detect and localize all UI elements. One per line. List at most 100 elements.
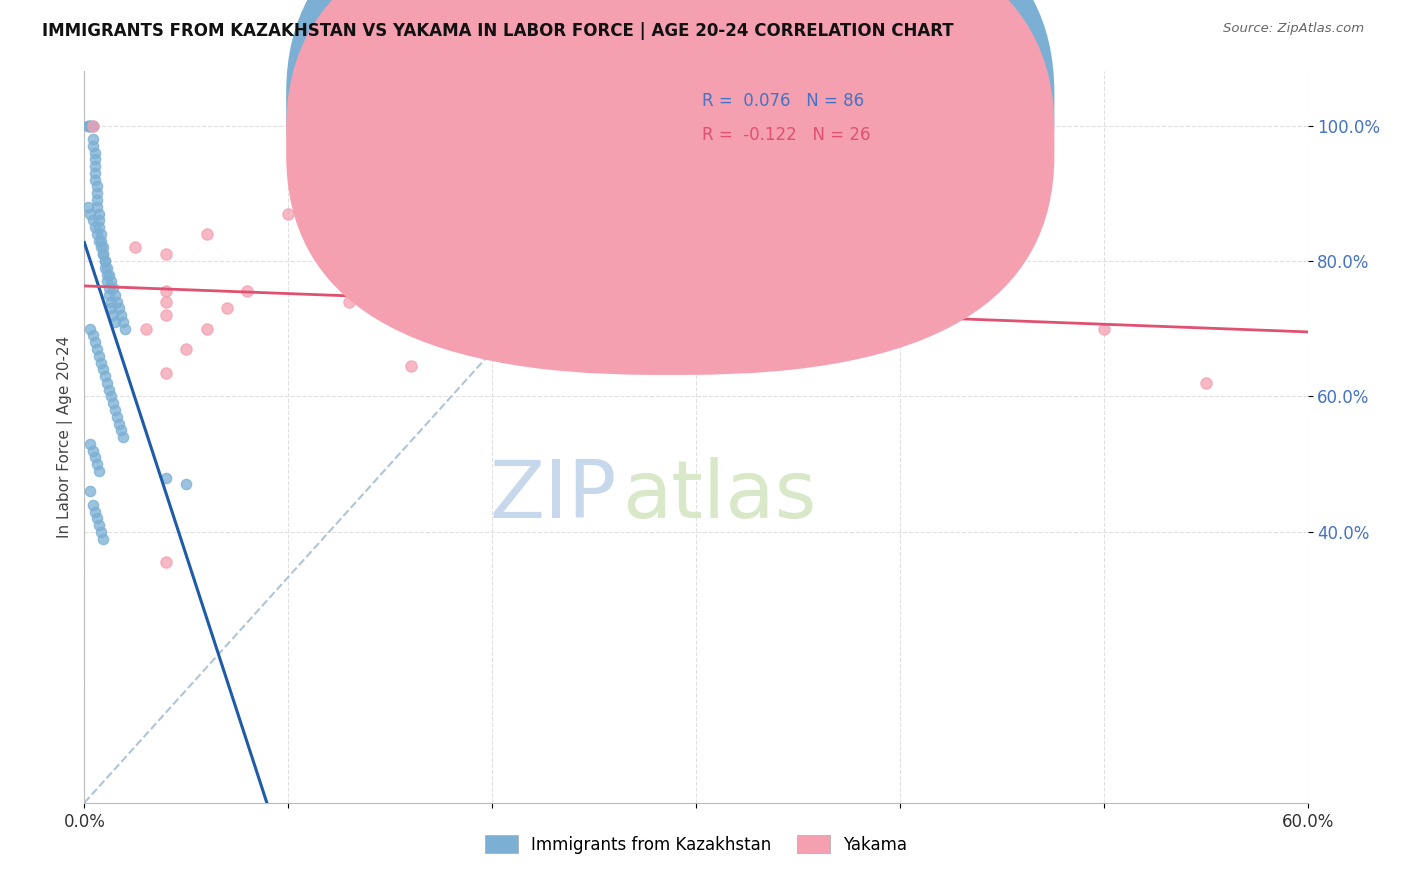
Point bbox=[380, 291, 402, 305]
Text: IMMIGRANTS FROM KAZAKHSTAN VS YAKAMA IN LABOR FORCE | AGE 20-24 CORRELATION CHAR: IMMIGRANTS FROM KAZAKHSTAN VS YAKAMA IN … bbox=[42, 22, 953, 40]
Point bbox=[77, 119, 100, 133]
FancyBboxPatch shape bbox=[287, 0, 1054, 375]
Point bbox=[87, 518, 110, 533]
Point bbox=[82, 119, 104, 133]
Point bbox=[82, 119, 104, 133]
Point bbox=[100, 294, 122, 309]
Point bbox=[104, 315, 127, 329]
Point bbox=[174, 477, 197, 491]
Point bbox=[747, 294, 769, 309]
Point bbox=[86, 179, 108, 194]
Point bbox=[236, 285, 259, 299]
Point bbox=[83, 220, 105, 235]
Point bbox=[91, 240, 114, 254]
Point bbox=[83, 159, 105, 173]
Text: ZIP: ZIP bbox=[489, 457, 616, 534]
Point bbox=[87, 349, 110, 363]
Point bbox=[399, 359, 422, 373]
Point bbox=[79, 119, 101, 133]
Point bbox=[112, 430, 135, 444]
Point bbox=[86, 511, 108, 525]
Point bbox=[93, 254, 115, 268]
Legend: Immigrants from Kazakhstan, Yakama: Immigrants from Kazakhstan, Yakama bbox=[478, 829, 914, 860]
Point bbox=[155, 366, 177, 380]
Point bbox=[83, 153, 105, 167]
Point bbox=[86, 200, 108, 214]
Point bbox=[82, 213, 104, 227]
Point bbox=[82, 443, 104, 458]
Point bbox=[277, 206, 299, 220]
Point bbox=[93, 260, 115, 275]
Point bbox=[97, 383, 120, 397]
Point bbox=[82, 139, 104, 153]
Point bbox=[522, 291, 544, 305]
Point bbox=[481, 294, 503, 309]
Point bbox=[90, 524, 112, 539]
Point bbox=[155, 294, 177, 309]
Point bbox=[90, 227, 112, 241]
Point bbox=[195, 322, 218, 336]
Point bbox=[87, 206, 110, 220]
Point bbox=[108, 301, 131, 316]
Point bbox=[87, 464, 110, 478]
Text: Source: ZipAtlas.com: Source: ZipAtlas.com bbox=[1223, 22, 1364, 36]
Point bbox=[97, 268, 120, 282]
Point bbox=[217, 301, 239, 316]
Point bbox=[90, 355, 112, 369]
Point bbox=[91, 532, 114, 546]
Point bbox=[110, 308, 132, 322]
Point bbox=[82, 119, 104, 133]
Point bbox=[79, 437, 101, 451]
Point bbox=[97, 281, 120, 295]
Point bbox=[110, 423, 132, 437]
Point bbox=[104, 288, 127, 302]
Point bbox=[87, 220, 110, 235]
Point bbox=[522, 172, 544, 186]
Point bbox=[155, 555, 177, 569]
Point bbox=[93, 369, 115, 384]
Point bbox=[83, 335, 105, 350]
Point bbox=[100, 274, 122, 288]
Point bbox=[82, 328, 104, 343]
Point bbox=[86, 227, 108, 241]
Point bbox=[83, 145, 105, 160]
Point bbox=[77, 200, 100, 214]
Point bbox=[86, 457, 108, 471]
Point bbox=[108, 417, 131, 431]
Point bbox=[104, 403, 127, 417]
Point bbox=[77, 119, 100, 133]
Point bbox=[86, 342, 108, 356]
Point bbox=[90, 240, 112, 254]
Point bbox=[83, 450, 105, 465]
Text: R =  -0.122   N = 26: R = -0.122 N = 26 bbox=[702, 126, 870, 144]
FancyBboxPatch shape bbox=[287, 0, 1054, 340]
Point bbox=[339, 294, 361, 309]
Point bbox=[100, 301, 122, 316]
Text: R =  0.076   N = 86: R = 0.076 N = 86 bbox=[702, 92, 865, 110]
Point bbox=[105, 294, 128, 309]
Point bbox=[83, 166, 105, 180]
Point bbox=[155, 247, 177, 261]
Point bbox=[82, 498, 104, 512]
Y-axis label: In Labor Force | Age 20-24: In Labor Force | Age 20-24 bbox=[58, 336, 73, 538]
Point bbox=[96, 376, 118, 390]
Point bbox=[86, 193, 108, 207]
Point bbox=[97, 288, 120, 302]
Point bbox=[91, 247, 114, 261]
Point bbox=[87, 234, 110, 248]
Point bbox=[79, 206, 101, 220]
Point bbox=[101, 308, 124, 322]
Point bbox=[105, 409, 128, 424]
Point bbox=[1195, 376, 1218, 390]
Point bbox=[79, 322, 101, 336]
Point bbox=[91, 362, 114, 376]
Point bbox=[112, 315, 135, 329]
Point bbox=[79, 119, 101, 133]
Point bbox=[96, 274, 118, 288]
Point bbox=[124, 240, 146, 254]
Point bbox=[90, 234, 112, 248]
Point bbox=[83, 505, 105, 519]
Point bbox=[86, 186, 108, 201]
Point bbox=[91, 247, 114, 261]
Point bbox=[174, 342, 197, 356]
